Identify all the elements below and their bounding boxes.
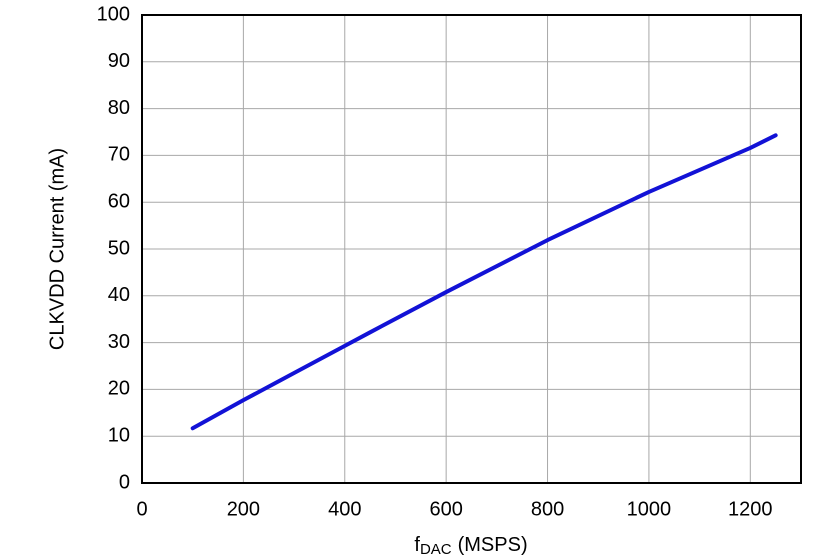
x-tick-label: 800 xyxy=(531,498,564,520)
x-tick-label: 0 xyxy=(136,498,147,520)
y-axis-label: CLKVDD Current (mA) xyxy=(46,148,68,350)
data-line xyxy=(190,133,778,431)
y-tick-label: 70 xyxy=(108,144,130,166)
y-tick-label: 50 xyxy=(108,237,130,259)
x-label-unit: (MSPS) xyxy=(458,534,528,556)
x-axis-label: fDAC (MSPS) xyxy=(414,534,527,558)
y-tick-label: 90 xyxy=(108,50,130,72)
y-tick-label: 80 xyxy=(108,97,130,119)
plot-border xyxy=(141,14,802,484)
y-tick-label: 20 xyxy=(108,378,130,400)
x-tick-label: 600 xyxy=(429,498,462,520)
y-tick-label: 0 xyxy=(119,471,130,493)
x-label-main: f xyxy=(414,534,420,556)
y-tick-label: 100 xyxy=(97,3,130,25)
x-tick-label: 200 xyxy=(227,498,260,520)
x-label-sub: DAC xyxy=(420,541,452,558)
y-tick-label: 60 xyxy=(108,190,130,212)
y-tick-label: 30 xyxy=(108,331,130,353)
x-tick-label: 1200 xyxy=(728,498,773,520)
y-tick-label: 40 xyxy=(108,284,130,306)
x-tick-label: 1000 xyxy=(627,498,672,520)
y-tick-label: 10 xyxy=(108,424,130,446)
x-tick-label: 400 xyxy=(328,498,361,520)
